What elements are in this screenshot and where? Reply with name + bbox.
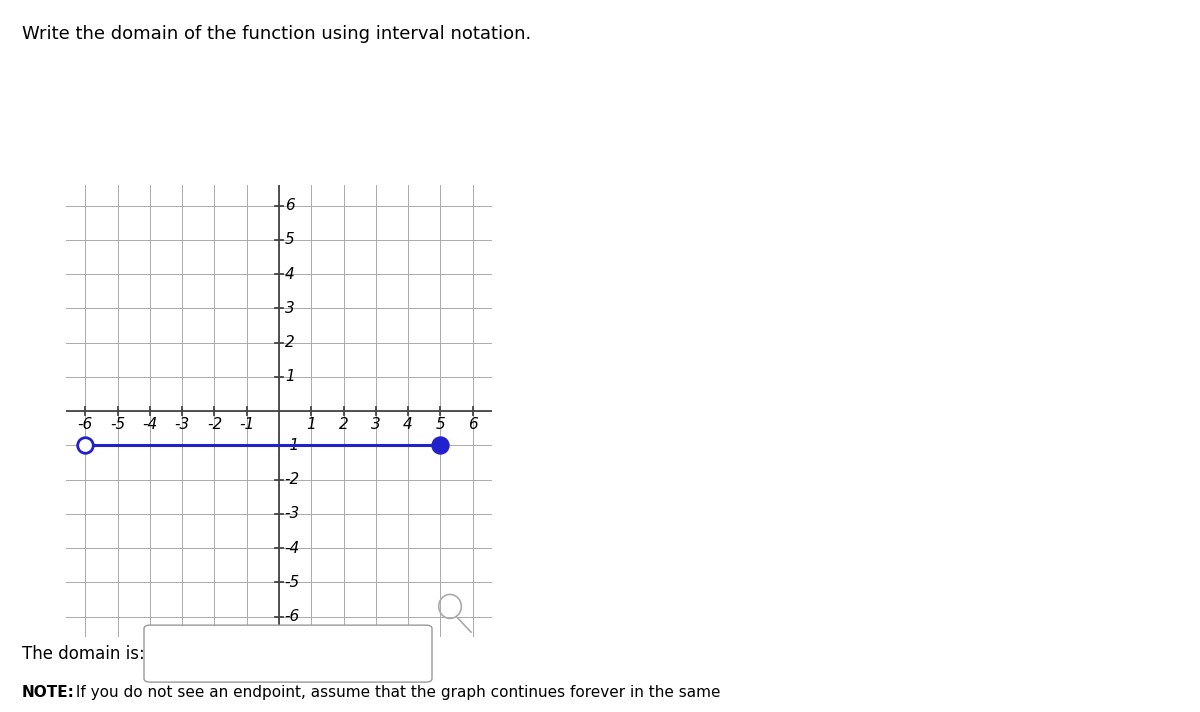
Text: -3: -3 <box>174 417 190 432</box>
Text: 6: 6 <box>468 417 478 432</box>
Text: 2: 2 <box>338 417 348 432</box>
Text: -5: -5 <box>110 417 125 432</box>
Text: 4: 4 <box>284 267 294 282</box>
Text: -5: -5 <box>284 575 300 590</box>
Text: -2: -2 <box>206 417 222 432</box>
Text: NOTE:: NOTE: <box>22 685 74 700</box>
Text: 3: 3 <box>284 301 294 316</box>
Text: The domain is:: The domain is: <box>22 644 144 663</box>
Text: -3: -3 <box>284 506 300 521</box>
Text: 4: 4 <box>403 417 413 432</box>
Text: 1: 1 <box>284 370 294 384</box>
Text: 5: 5 <box>284 232 294 248</box>
Text: -6: -6 <box>78 417 92 432</box>
Text: -4: -4 <box>143 417 157 432</box>
Text: 2: 2 <box>284 335 294 350</box>
Text: -4: -4 <box>284 540 300 555</box>
Text: If you do not see an endpoint, assume that the graph continues forever in the sa: If you do not see an endpoint, assume th… <box>71 685 720 700</box>
Text: 1: 1 <box>306 417 316 432</box>
Text: -2: -2 <box>284 472 300 487</box>
Text: -1: -1 <box>284 438 300 453</box>
Text: 5: 5 <box>436 417 445 432</box>
Text: Write the domain of the function using interval notation.: Write the domain of the function using i… <box>22 25 530 43</box>
Text: -1: -1 <box>239 417 254 432</box>
Text: 3: 3 <box>371 417 380 432</box>
Text: 6: 6 <box>284 198 294 213</box>
Point <box>431 440 450 451</box>
Text: -6: -6 <box>284 609 300 624</box>
Point <box>76 440 95 451</box>
